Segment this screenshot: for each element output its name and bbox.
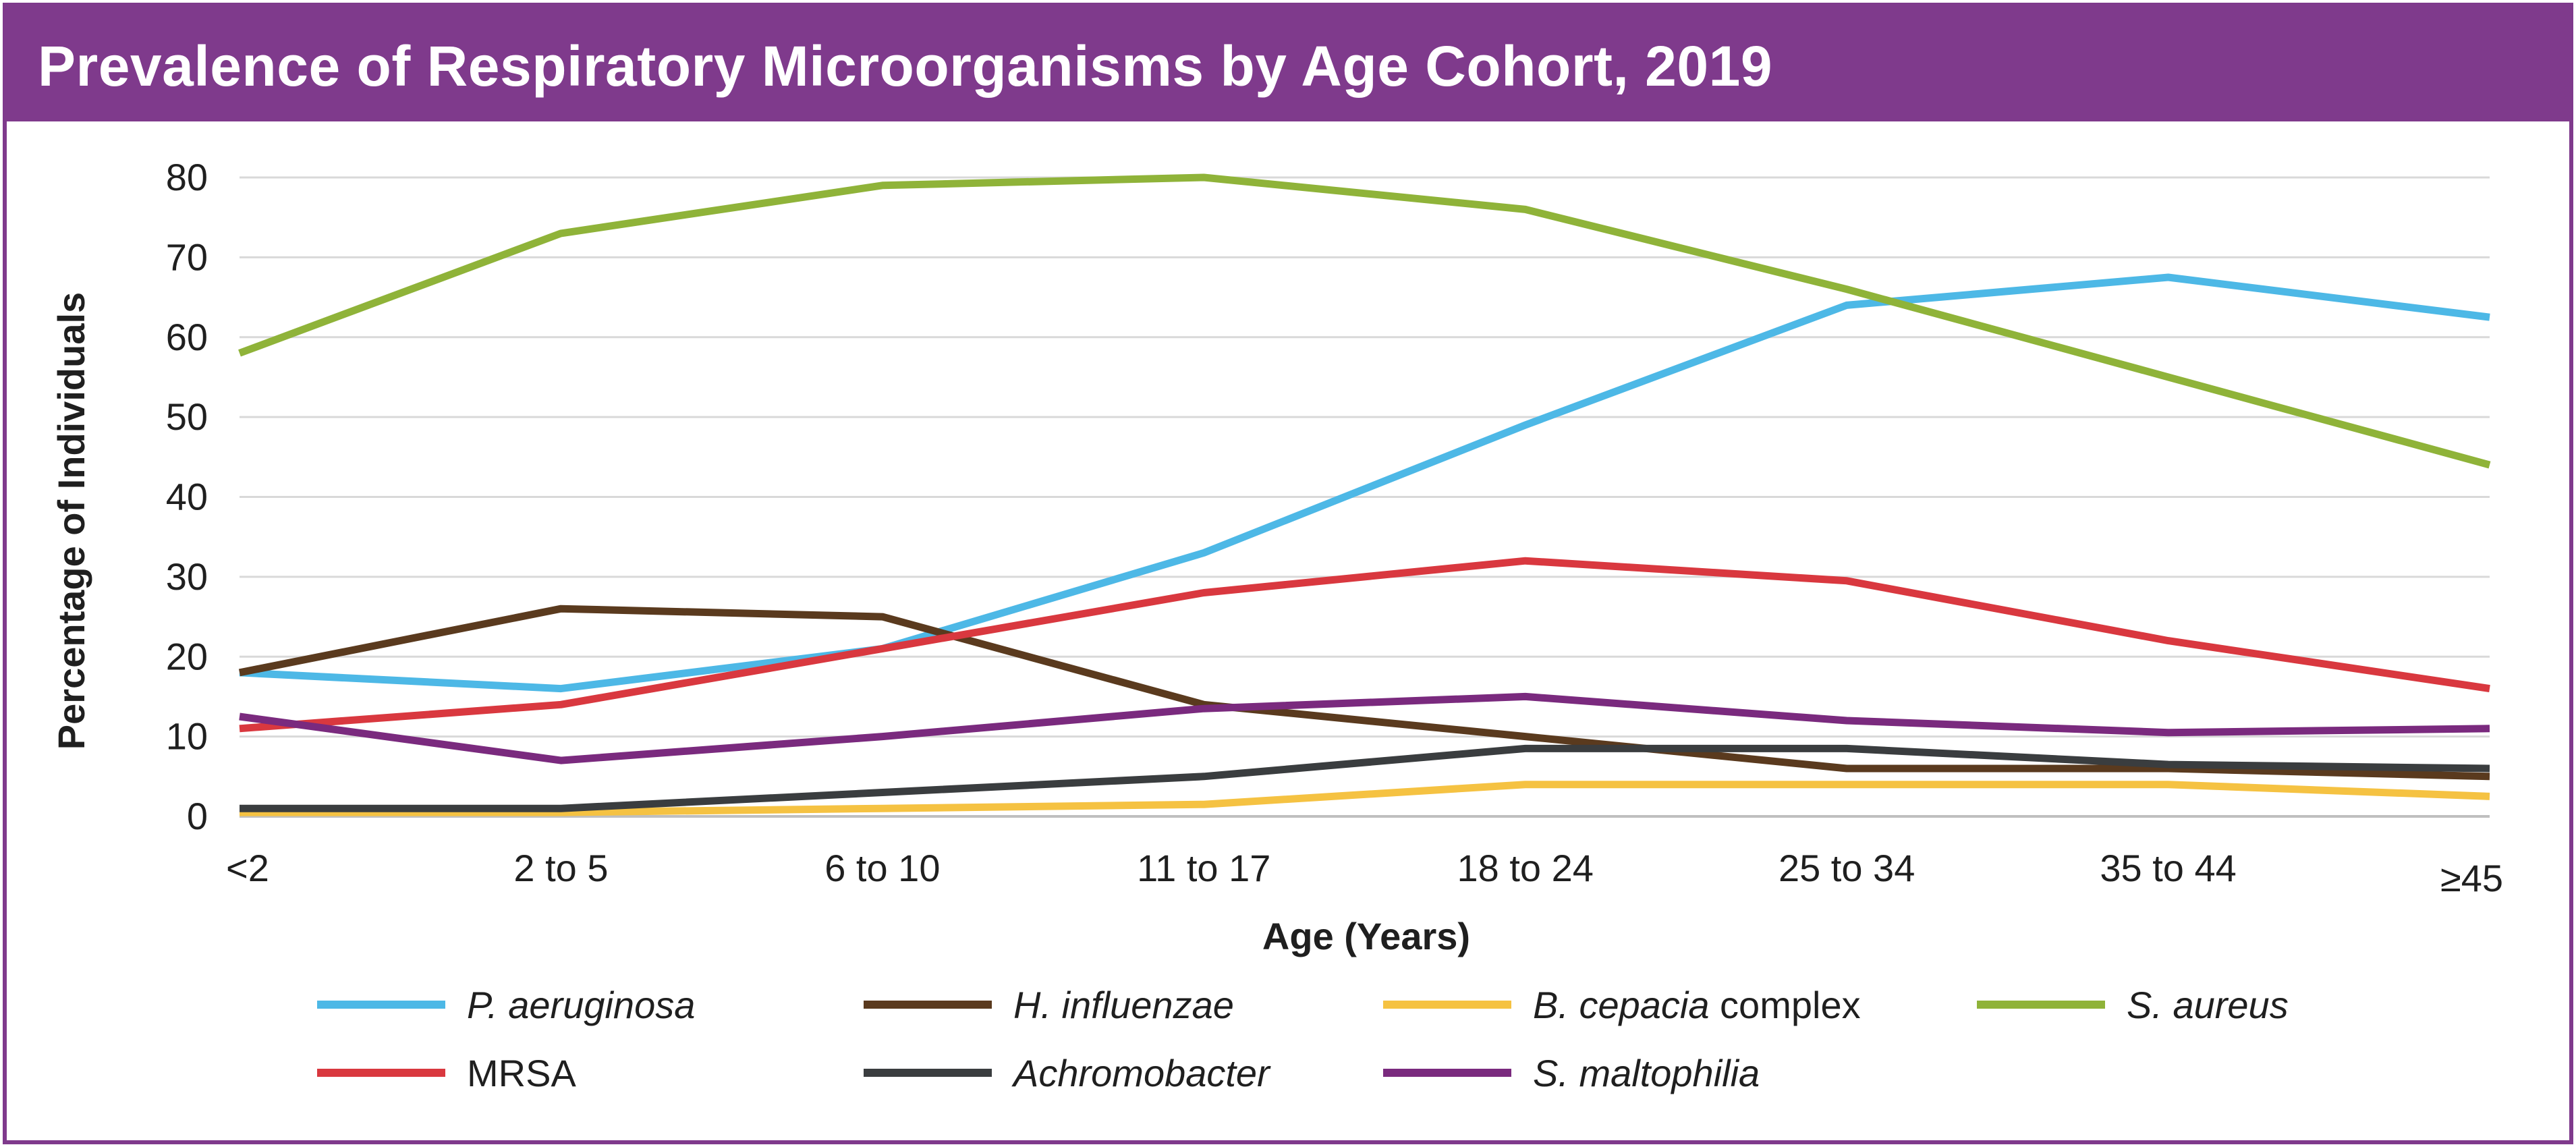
legend-label: B. cepacia complex	[1533, 984, 1861, 1026]
x-tick-label: 11 to 17	[1137, 847, 1270, 889]
y-axis-ticks: 0 10 20 30 40 50 60 70 80	[166, 156, 208, 837]
series-line-h-influenzae	[238, 605, 2490, 781]
x-tick-label: <2	[226, 847, 269, 889]
y-tick-label: 50	[166, 395, 208, 438]
x-tick-label: 35 to 44	[2100, 847, 2236, 889]
x-tick-label: 6 to 10	[824, 847, 940, 889]
y-tick-label: 0	[187, 795, 208, 837]
series-line-p-aeruginosa	[239, 273, 2490, 693]
x-axis-ticks: <2 2 to 5 6 to 10 11 to 17 18 to 24 25 to 34 3…	[226, 847, 2503, 899]
title-bar: Prevalence of Respiratory Microorganisms…	[7, 7, 2569, 121]
x-axis-label: Age (Years)	[1262, 915, 1470, 957]
y-tick-label: 60	[166, 316, 208, 358]
legend-label: Achromobacter	[1011, 1052, 1271, 1094]
y-tick-label: 10	[166, 715, 208, 758]
series-line-b-cepacia-complex	[240, 781, 2490, 816]
y-tick-label: 80	[166, 156, 208, 198]
legend: P. aeruginosa H. influenzae B. cepacia com…	[317, 984, 2289, 1094]
legend-label: S. aureus	[2127, 984, 2289, 1026]
y-tick-label: 40	[166, 476, 208, 518]
x-tick-label: 2 to 5	[513, 847, 608, 889]
series-line-s-maltophilia	[239, 692, 2490, 764]
series-line-achromobacter	[240, 744, 2490, 812]
y-tick-label: 70	[166, 235, 208, 278]
legend-label: P. aeruginosa	[467, 984, 695, 1026]
y-tick-label: 20	[166, 635, 208, 677]
y-tick-label: 30	[166, 555, 208, 598]
x-tick-label: 18 to 24	[1457, 847, 1594, 889]
y-axis-label: Percentage of Individuals	[50, 292, 92, 750]
legend-label: S. maltophilia	[1533, 1052, 1760, 1094]
chart-title: Prevalence of Respiratory Microorganisms…	[38, 34, 1773, 98]
x-tick-label: 25 to 34	[1779, 847, 1915, 889]
series-lines	[238, 173, 2491, 816]
series-line-s-aureus	[238, 173, 2491, 469]
x-tick-label: ≥45	[2440, 857, 2503, 899]
series-line-mrsa	[239, 557, 2490, 733]
legend-label: H. influenzae	[1013, 984, 1234, 1026]
chart-frame: Prevalence of Respiratory Microorganisms…	[3, 3, 2573, 1144]
legend-label: MRSA	[467, 1052, 576, 1094]
